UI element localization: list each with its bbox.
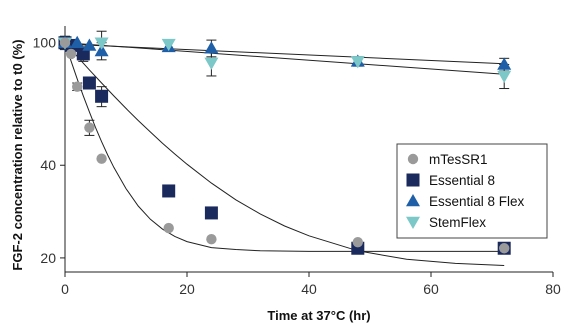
data-point (352, 236, 363, 248)
x-tick-label: 80 (545, 281, 561, 297)
data-point (204, 41, 219, 54)
y-tick-label: 40 (40, 157, 56, 173)
data-point (59, 37, 71, 48)
legend-label: StemFlex (429, 215, 486, 230)
legend: mTesSR1 Essential 8 Essential 8 Flex StemFl… (396, 143, 548, 239)
data-point (161, 38, 176, 52)
data-point (72, 81, 83, 92)
data-point (82, 76, 96, 90)
data-point (499, 243, 510, 254)
fit-curve (64, 42, 505, 266)
data-point (82, 38, 97, 51)
fit-curve (64, 42, 505, 252)
y-axis-title: FGF-2 concentration relative to t0 (%) (10, 39, 25, 270)
axes: 0 20 40 60 80 20 40 100 Time at 37°C (hr) FGF-2 c… (10, 26, 561, 323)
fit-curves (64, 42, 505, 266)
data-point (94, 37, 109, 50)
legend-label: mTesSR1 (429, 152, 488, 167)
data-point (350, 56, 365, 69)
x-tick-label: 20 (179, 281, 195, 297)
fit-curve (64, 42, 505, 75)
data-point (162, 184, 176, 198)
legend-label: Essential 8 (429, 173, 495, 188)
y-tick-label: 20 (40, 250, 56, 266)
fit-curve (64, 43, 505, 65)
data-point (95, 89, 109, 103)
x-tick-label: 0 (61, 281, 69, 297)
legend-marker (406, 194, 420, 207)
data-point (204, 206, 218, 220)
x-tick-label: 40 (301, 281, 317, 297)
data-points (58, 35, 512, 255)
data-point (497, 57, 512, 70)
data-point (204, 57, 219, 70)
data-point (206, 234, 217, 245)
x-tick-label: 60 (423, 281, 439, 297)
data-point (70, 35, 85, 48)
legend-box (396, 143, 548, 239)
legend-marker (407, 153, 419, 165)
legend-marker (406, 173, 420, 187)
data-point (65, 48, 77, 60)
x-axis-title: Time at 37°C (hr) (267, 308, 370, 323)
legend-marker (406, 216, 420, 229)
legend-label: Essential 8 Flex (429, 194, 525, 209)
y-tick-label: 100 (33, 35, 57, 51)
data-point (163, 222, 174, 234)
data-point (94, 44, 109, 57)
data-point (96, 153, 107, 164)
data-point (84, 122, 95, 133)
data-point (497, 70, 512, 83)
